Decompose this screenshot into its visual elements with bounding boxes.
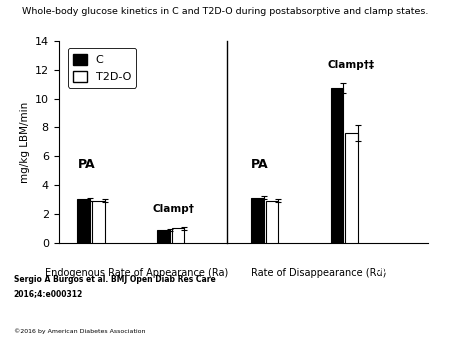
Text: Endogenous Rate of Appearance (Ra): Endogenous Rate of Appearance (Ra) — [45, 268, 228, 278]
Bar — [157, 230, 170, 243]
Y-axis label: mg/kg LBM/min: mg/kg LBM/min — [21, 101, 31, 183]
Text: 2016;4:e000312: 2016;4:e000312 — [14, 289, 83, 298]
Text: PA: PA — [78, 158, 95, 171]
Bar — [266, 201, 278, 243]
Text: Rate of Disappearance (Rd): Rate of Disappearance (Rd) — [251, 268, 387, 278]
Bar — [92, 201, 104, 243]
Bar — [77, 199, 90, 243]
Text: Open
Diabetes
Research
& Care: Open Diabetes Research & Care — [365, 266, 409, 310]
Text: Sergio A Burgos et al. BMJ Open Diab Res Care: Sergio A Burgos et al. BMJ Open Diab Res… — [14, 275, 215, 285]
Legend: C, T2D-O: C, T2D-O — [68, 48, 136, 88]
Bar — [331, 88, 343, 243]
Text: Clamp†‡: Clamp†‡ — [327, 59, 374, 70]
Bar — [251, 198, 264, 243]
Text: Clamp†: Clamp† — [153, 204, 194, 214]
Bar — [345, 132, 358, 243]
Bar — [171, 228, 184, 243]
Text: PA: PA — [252, 158, 269, 171]
Text: ©2016 by American Diabetes Association: ©2016 by American Diabetes Association — [14, 328, 145, 334]
Text: Whole-body glucose kinetics in C and T2D-O during postabsorptive and clamp state: Whole-body glucose kinetics in C and T2D… — [22, 7, 428, 16]
